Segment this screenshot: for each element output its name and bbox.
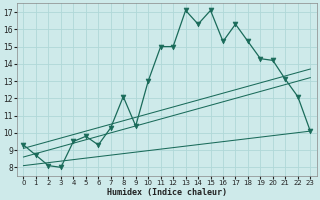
X-axis label: Humidex (Indice chaleur): Humidex (Indice chaleur) <box>107 188 227 197</box>
